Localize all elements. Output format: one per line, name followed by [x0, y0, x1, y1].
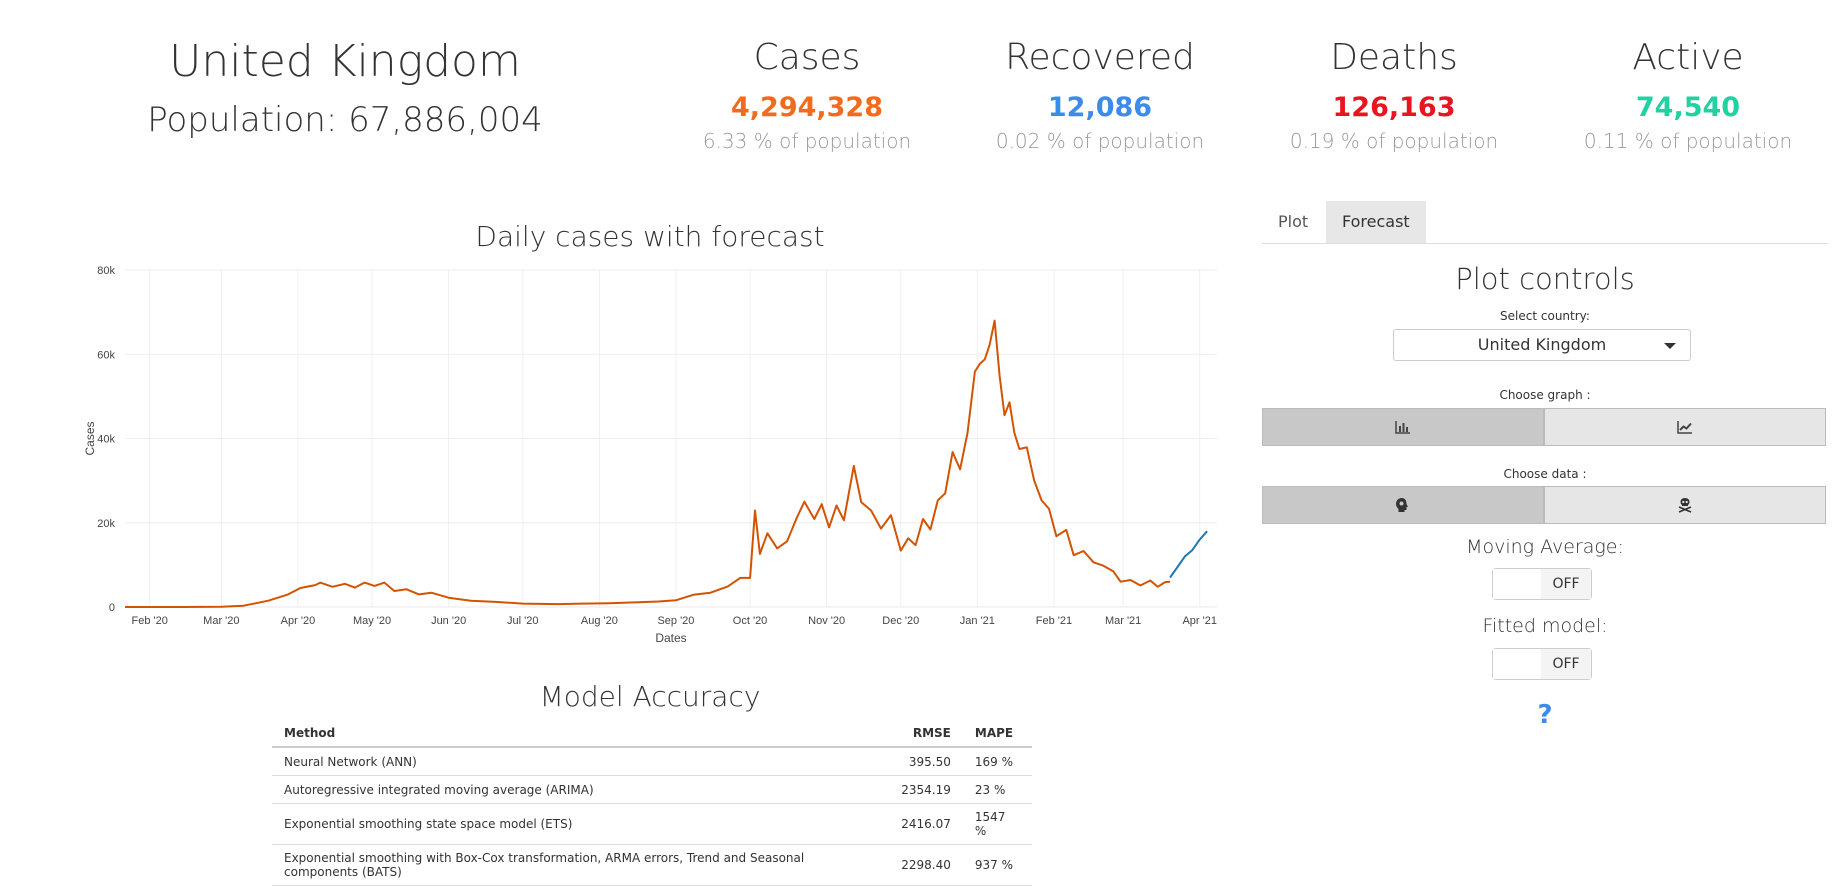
y-tick-label: 0 [109, 602, 115, 614]
chart-title: Daily cases with forecast [475, 220, 825, 253]
stat-percent: 0.19 % of population [1289, 129, 1499, 153]
rmse-cell: 395.50 [889, 747, 963, 776]
x-tick-label: Feb '21 [1036, 615, 1072, 627]
fitted-model-label: Fitted model: [1482, 615, 1608, 637]
x-tick-label: Jul '20 [507, 615, 538, 627]
stat-percent: 0.11 % of population [1583, 129, 1793, 153]
stat-label: Deaths [1330, 37, 1458, 78]
x-tick-label: Dec '20 [882, 615, 919, 627]
column-header-rmse: RMSE [889, 720, 963, 748]
rmse-cell: 2298.40 [889, 844, 963, 886]
table-row: Exponential smoothing state space model … [272, 803, 1032, 845]
toggle-knob [1493, 569, 1544, 599]
method-cell: Neural Network (ANN) [272, 747, 890, 776]
x-tick-label: Feb '20 [132, 615, 168, 627]
column-header-method: Method [272, 720, 890, 748]
deaths-data-button[interactable] [1544, 486, 1826, 524]
bar-graph-button[interactable] [1262, 408, 1544, 446]
x-tick-label: Nov '20 [808, 615, 845, 627]
country-title: United Kingdom [169, 36, 521, 87]
x-tick-label: Jun '20 [431, 615, 466, 627]
x-tick-label: Jan '21 [960, 615, 995, 627]
model-accuracy-table: Method RMSE MAPE Neural Network (ANN) 39… [272, 720, 1032, 886]
toggle-state: OFF [1541, 569, 1591, 599]
y-tick-label: 40k [97, 434, 115, 446]
stat-value: 12,086 [1047, 92, 1153, 123]
mape-cell: 1547 % [962, 803, 1032, 845]
line-chart-icon [1677, 421, 1692, 434]
y-tick-label: 60k [97, 349, 115, 361]
mape-cell: 23 % [962, 775, 1032, 804]
model-accuracy-title: Model Accuracy [539, 680, 761, 713]
fitted-model-toggle[interactable]: OFF [1492, 648, 1592, 680]
daily-cases-chart[interactable]: 0 20k 40k 60k 80k Feb '20 Mar '20 Apr '20 May '2… [80, 255, 1230, 655]
tab-forecast[interactable]: Forecast [1326, 201, 1426, 243]
stat-cases: Cases 4,294,328 6.33 % of population [657, 36, 957, 154]
stat-active: Active 74,540 0.11 % of population [1538, 36, 1836, 154]
toggle-state: OFF [1541, 649, 1591, 679]
series-line-forecast [1169, 530, 1208, 579]
x-tick-label: Aug '20 [581, 615, 618, 627]
table-header-row: Method RMSE MAPE [272, 720, 1032, 748]
line-graph-button[interactable] [1544, 408, 1826, 446]
rmse-cell: 2354.19 [889, 775, 963, 804]
x-tick-label: Sep '20 [657, 615, 694, 627]
x-tick-label: Apr '21 [1182, 615, 1217, 627]
stat-label: Cases [753, 37, 861, 78]
cases-data-button[interactable] [1262, 486, 1544, 524]
column-header-mape: MAPE [962, 720, 1032, 748]
bar-chart-icon [1395, 421, 1410, 434]
method-cell: Exponential smoothing with Box-Cox trans… [272, 844, 890, 886]
country-select-value: United Kingdom [1477, 335, 1607, 354]
series-line-actual [125, 319, 1171, 608]
x-tick-label: May '20 [353, 615, 391, 627]
moving-average-label: Moving Average: [1466, 536, 1624, 558]
moving-average-toggle[interactable]: OFF [1492, 568, 1592, 600]
graph-button-group [1262, 408, 1828, 446]
stat-percent: 0.02 % of population [995, 129, 1205, 153]
stat-label: Recovered [1005, 37, 1195, 78]
mape-cell: 169 % [962, 747, 1032, 776]
stat-value: 74,540 [1635, 92, 1741, 123]
toggle-knob [1493, 649, 1544, 679]
table-row: Neural Network (ANN) 395.50 169 % [272, 747, 1032, 776]
tab-bar: Plot Forecast [1262, 201, 1828, 244]
country-select[interactable]: United Kingdom [1393, 329, 1691, 361]
x-tick-label: Apr '20 [281, 615, 316, 627]
y-tick-label: 20k [97, 518, 115, 530]
choose-data-label: Choose data : [1503, 467, 1587, 481]
x-tick-label: Mar '21 [1105, 615, 1141, 627]
x-tick-label: Oct '20 [733, 615, 768, 627]
rmse-cell: 2416.07 [889, 803, 963, 845]
stat-label: Active [1632, 37, 1744, 78]
mape-cell: 937 % [962, 844, 1032, 886]
x-tick-label: Mar '20 [203, 615, 239, 627]
table-row: Autoregressive integrated moving average… [272, 775, 1032, 804]
method-cell: Autoregressive integrated moving average… [272, 775, 890, 804]
select-country-label: Select country: [1500, 309, 1590, 323]
choose-graph-label: Choose graph : [1499, 388, 1591, 402]
stat-value: 4,294,328 [730, 92, 884, 123]
tab-plot[interactable]: Plot [1278, 212, 1309, 231]
stat-deaths: Deaths 126,163 0.19 % of population [1244, 36, 1544, 154]
table-row: Exponential smoothing with Box-Cox trans… [272, 844, 1032, 886]
skull-crossbones-icon [1678, 498, 1692, 513]
x-axis-label: Dates [655, 631, 686, 645]
stat-percent: 6.33 % of population [702, 129, 912, 153]
help-icon[interactable]: ? [1537, 700, 1553, 730]
stat-recovered: Recovered 12,086 0.02 % of population [950, 36, 1250, 154]
y-tick-label: 80k [97, 265, 115, 277]
method-cell: Exponential smoothing state space model … [272, 803, 890, 845]
plot-controls-title: Plot controls [1455, 262, 1635, 296]
stat-value: 126,163 [1332, 92, 1456, 123]
head-side-virus-icon [1396, 498, 1408, 512]
population-label: Population: 67,886,004 [147, 100, 543, 140]
data-button-group [1262, 486, 1828, 524]
y-axis-label: Cases [83, 421, 97, 455]
caret-down-icon [1664, 343, 1676, 349]
